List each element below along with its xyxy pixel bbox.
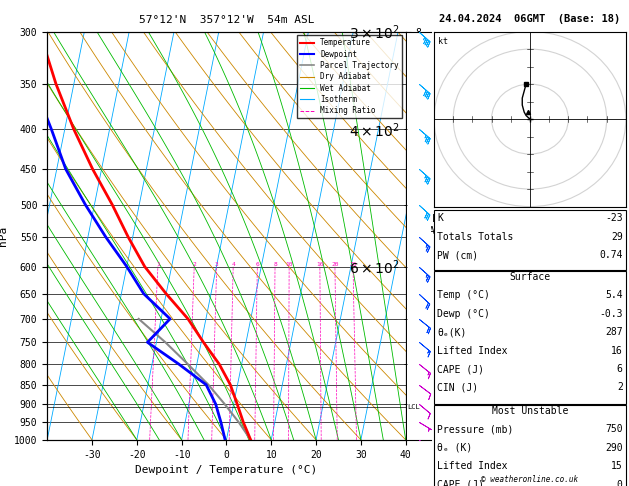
Text: 6: 6 xyxy=(255,261,259,267)
Text: 8: 8 xyxy=(273,261,277,267)
Text: 16: 16 xyxy=(316,261,323,267)
Text: 26: 26 xyxy=(349,261,357,267)
Text: CAPE (J): CAPE (J) xyxy=(437,480,484,486)
Text: CAPE (J): CAPE (J) xyxy=(437,364,484,374)
Text: © weatheronline.co.uk: © weatheronline.co.uk xyxy=(481,474,579,484)
Text: Pressure (mb): Pressure (mb) xyxy=(437,424,513,434)
Text: 287: 287 xyxy=(605,327,623,337)
Text: 1: 1 xyxy=(156,261,160,267)
Y-axis label: km
ASL: km ASL xyxy=(429,214,447,236)
Text: 24.04.2024  06GMT  (Base: 18): 24.04.2024 06GMT (Base: 18) xyxy=(439,14,621,24)
Text: 0: 0 xyxy=(617,480,623,486)
Text: LCL: LCL xyxy=(407,404,420,410)
Text: 0.74: 0.74 xyxy=(599,250,623,260)
Text: 2: 2 xyxy=(192,261,196,267)
Text: Lifted Index: Lifted Index xyxy=(437,461,508,471)
Text: 2: 2 xyxy=(617,382,623,393)
Text: 290: 290 xyxy=(605,443,623,453)
Text: Totals Totals: Totals Totals xyxy=(437,232,513,242)
Text: PW (cm): PW (cm) xyxy=(437,250,478,260)
Text: 16: 16 xyxy=(611,346,623,356)
Text: θₑ(K): θₑ(K) xyxy=(437,327,467,337)
X-axis label: Dewpoint / Temperature (°C): Dewpoint / Temperature (°C) xyxy=(135,465,318,475)
Text: 4: 4 xyxy=(231,261,235,267)
Text: -0.3: -0.3 xyxy=(599,309,623,319)
Text: 15: 15 xyxy=(611,461,623,471)
Text: Dewp (°C): Dewp (°C) xyxy=(437,309,490,319)
Text: kt: kt xyxy=(438,37,448,46)
Text: Lifted Index: Lifted Index xyxy=(437,346,508,356)
Text: 10: 10 xyxy=(286,261,293,267)
Text: -23: -23 xyxy=(605,213,623,224)
Text: Surface: Surface xyxy=(509,272,550,282)
Text: CIN (J): CIN (J) xyxy=(437,382,478,393)
Legend: Temperature, Dewpoint, Parcel Trajectory, Dry Adiabat, Wet Adiabat, Isotherm, Mi: Temperature, Dewpoint, Parcel Trajectory… xyxy=(298,35,402,118)
Text: 3: 3 xyxy=(214,261,218,267)
Text: 6: 6 xyxy=(617,364,623,374)
Text: K: K xyxy=(437,213,443,224)
Text: 20: 20 xyxy=(331,261,338,267)
Text: 29: 29 xyxy=(611,232,623,242)
Y-axis label: hPa: hPa xyxy=(0,226,8,246)
Text: Most Unstable: Most Unstable xyxy=(492,406,568,416)
Text: 5.4: 5.4 xyxy=(605,290,623,300)
Text: 750: 750 xyxy=(605,424,623,434)
Title: 57°12'N  357°12'W  54m ASL: 57°12'N 357°12'W 54m ASL xyxy=(138,15,314,25)
Text: Temp (°C): Temp (°C) xyxy=(437,290,490,300)
Text: θₑ (K): θₑ (K) xyxy=(437,443,472,453)
